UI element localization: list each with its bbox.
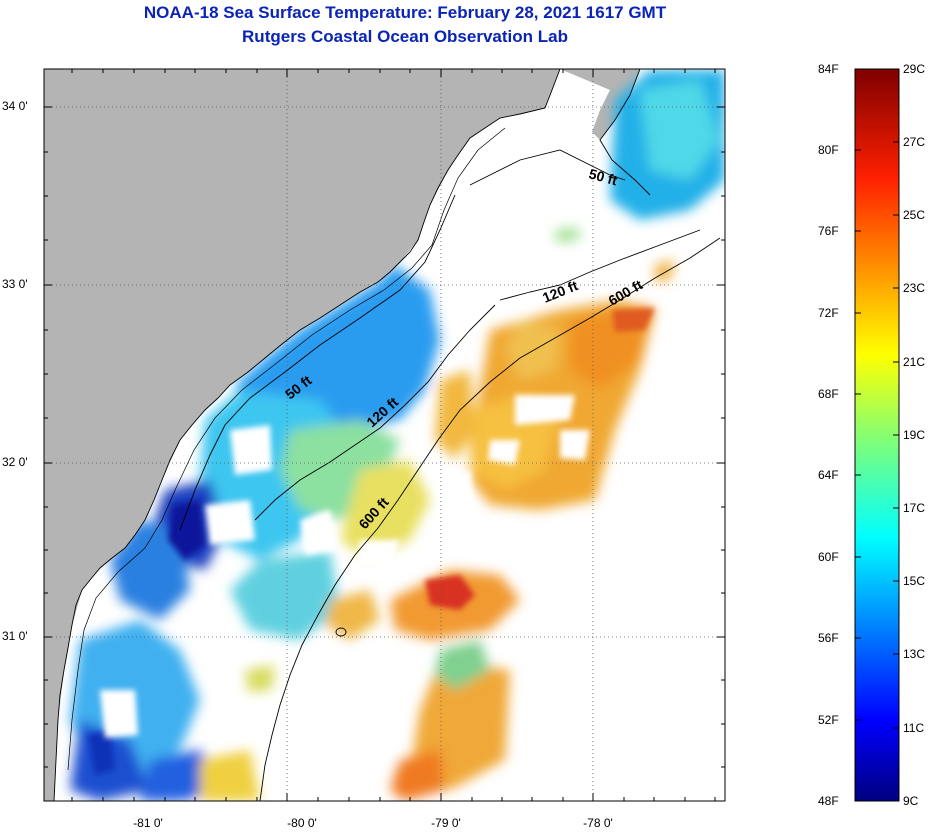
barrier-islands [67,127,506,771]
colorbar-c-label: 17C [903,501,926,515]
colorbar-c-label: 13C [903,647,926,661]
isobaths [179,149,721,801]
isobath-label: 50 ft [587,165,619,188]
colorbar-gradient [854,68,900,802]
colorbar-c-label: 11C [903,721,925,735]
colorbar-c-label: 23C [903,281,926,295]
lat-label: 32 0' [2,455,28,469]
colorbar-f-label: 64F [818,468,839,482]
colorbar-c-label: 29C [903,62,926,76]
cape-coastline [599,69,651,196]
graticule [44,69,725,801]
colorbar-c-label: 9C [903,794,919,808]
isobath-50ft [179,149,626,531]
map-subtitle: Rutgers Coastal Ocean Observation Lab [242,27,568,46]
axis-ticks [44,69,725,801]
colorbar-f-label: 56F [818,631,839,645]
colorbar-f-label: 60F [818,550,839,564]
colorbar-f-label: 72F [818,306,839,320]
colorbar-f-label: 76F [818,224,839,238]
lat-label: 31 0' [2,629,28,643]
isobath-600ft [259,237,721,801]
coastline [53,69,561,801]
land-cape [560,69,640,140]
map-title: NOAA-18 Sea Surface Temperature: Februar… [143,3,667,22]
lon-label: -79 0' [431,816,461,830]
colorbar-c-label: 15C [903,574,926,588]
lon-label: -78 0' [583,816,613,830]
lat-label: 33 0' [2,277,28,291]
colorbar-f-label: 84F [818,62,839,76]
colorbar-f-label: 52F [818,713,839,727]
colorbar-c-label: 21C [903,355,926,369]
isobath-120ft [254,229,701,521]
colorbar-f-label: 68F [818,387,839,401]
colorbar-f-label: 48F [818,794,839,808]
colorbar-c-label: 25C [903,208,926,222]
lon-label: -81 0' [133,816,163,830]
colorbar-ticks [855,141,899,729]
colorbar-c-label: 27C [903,135,926,149]
colorbar-c-label: 19C [903,428,926,442]
land-overlay [44,69,560,801]
lon-label: -80 0' [287,816,317,830]
colorbar-f-label: 80F [818,143,839,157]
map-frame [43,68,726,802]
lat-label: 34 0' [2,99,28,113]
